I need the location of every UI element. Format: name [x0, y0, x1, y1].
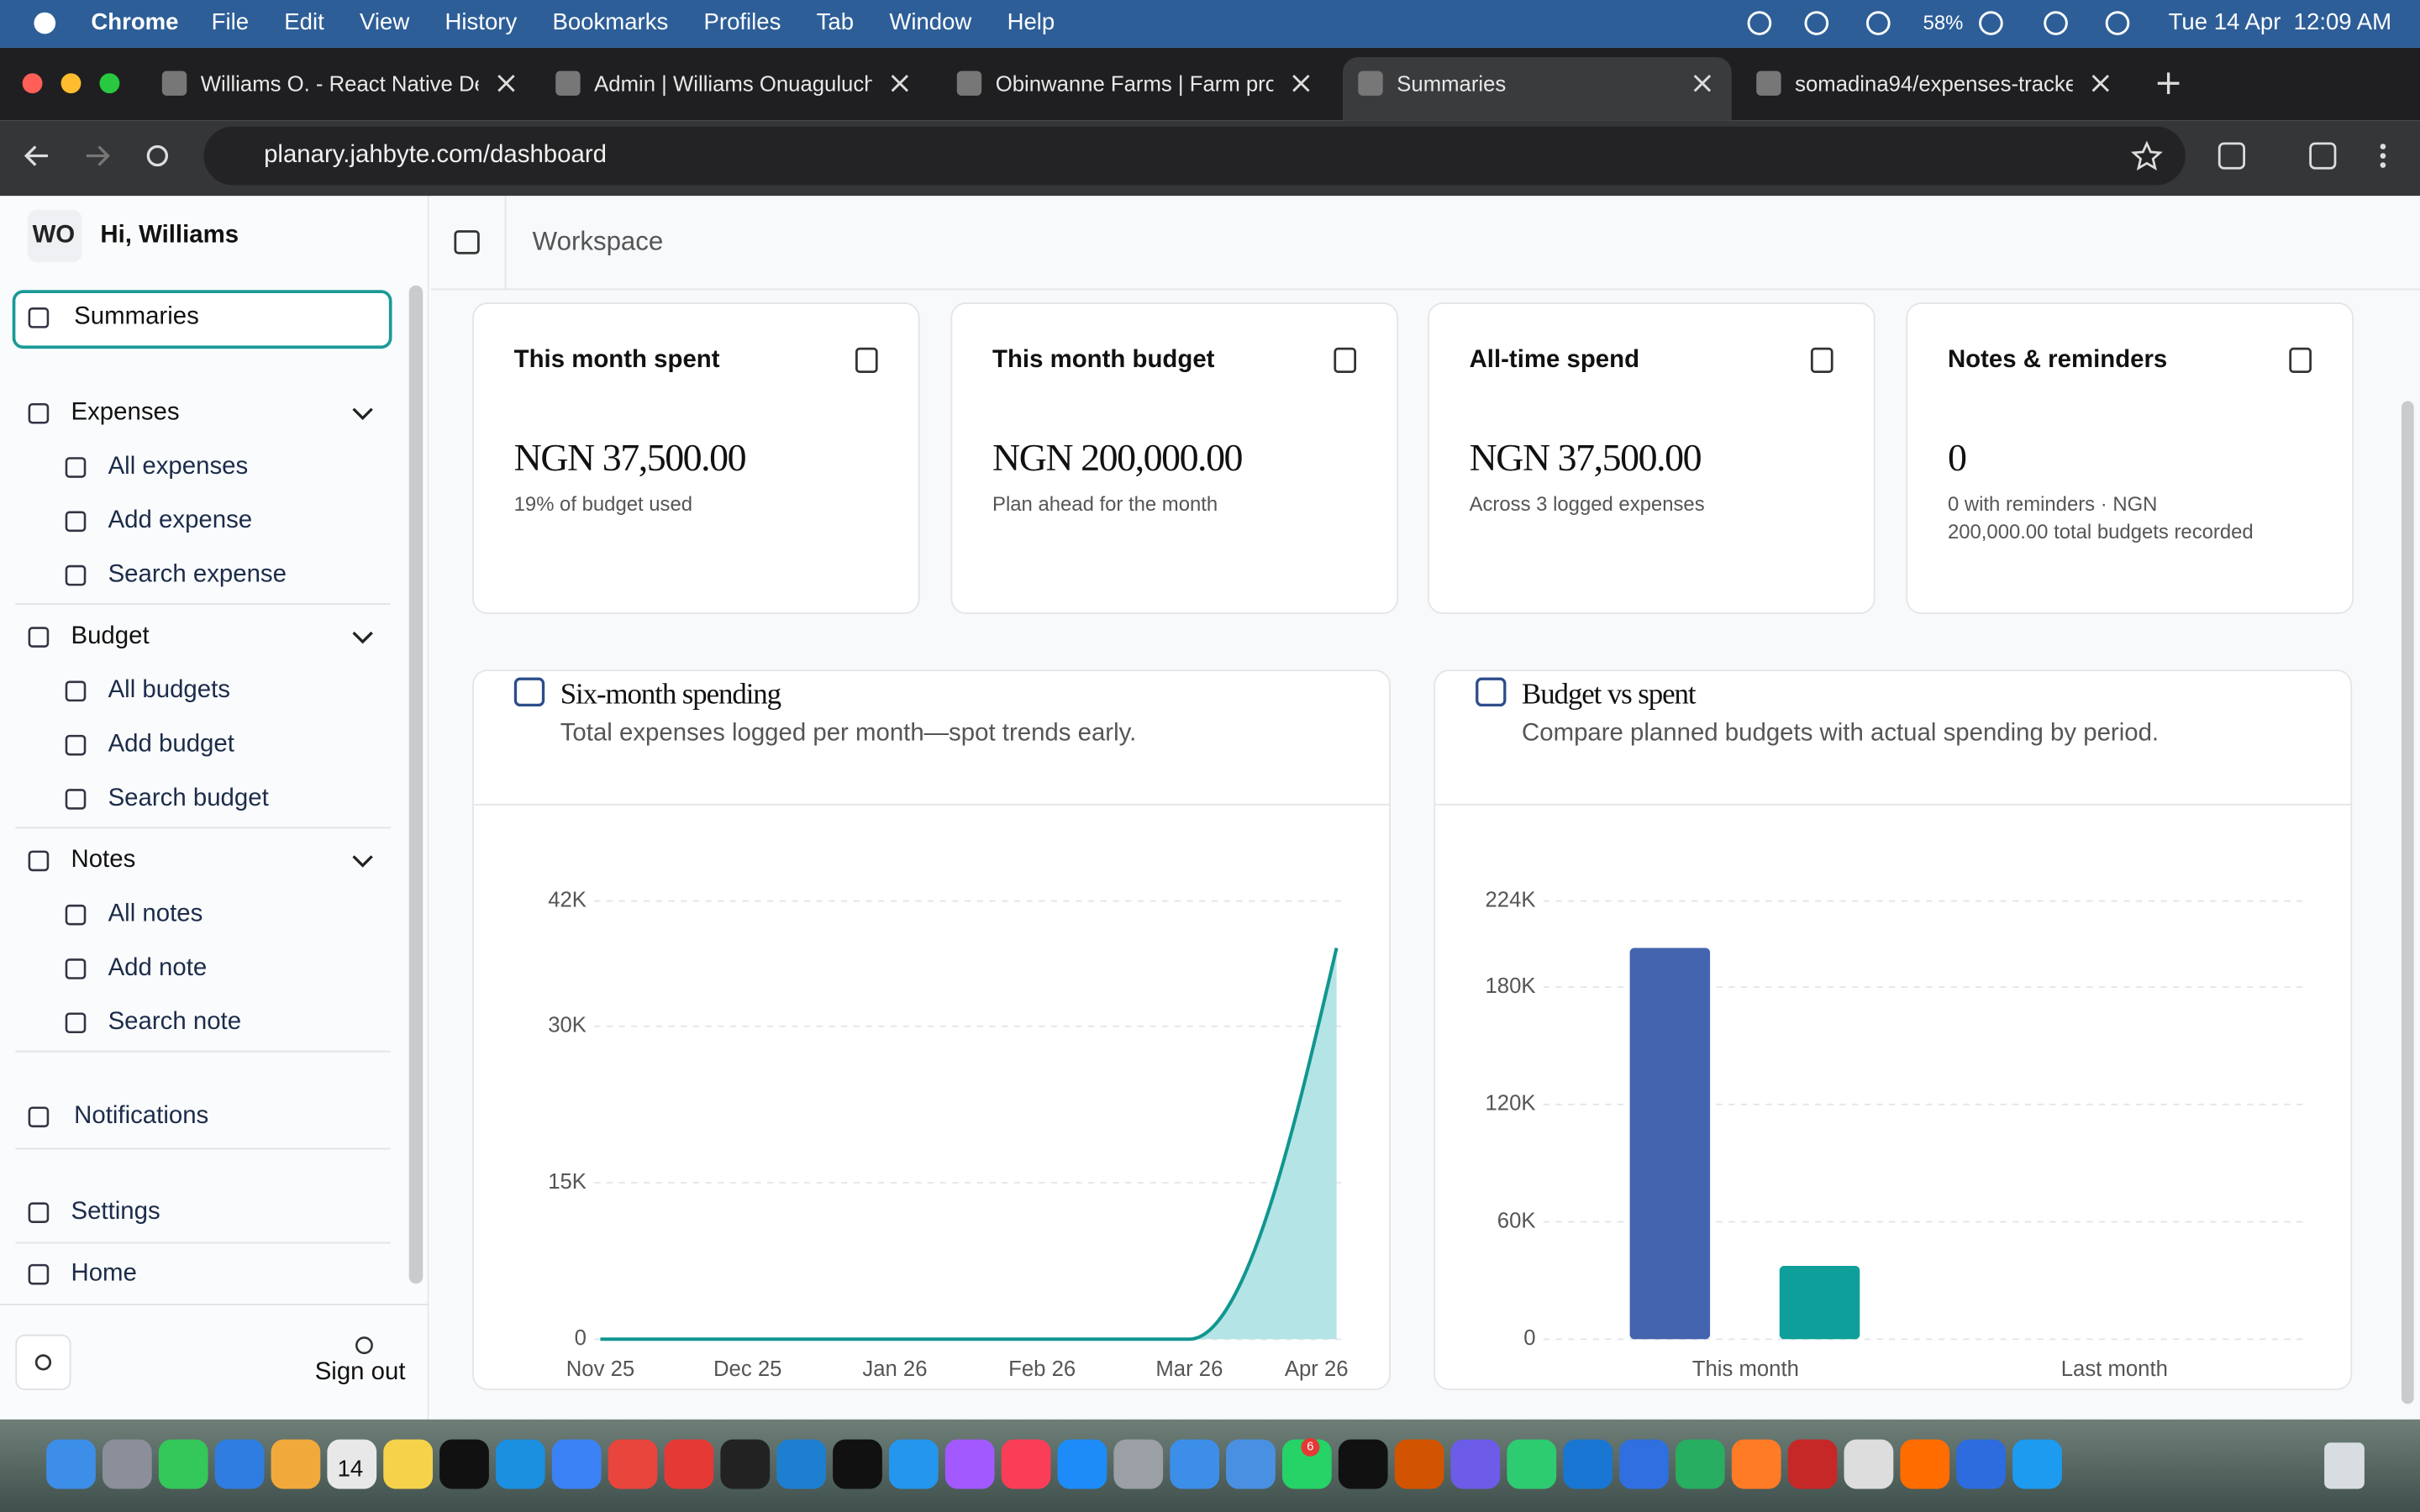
chart-title: Six-month spending	[560, 679, 781, 711]
divider	[15, 1242, 391, 1244]
chart-subtitle: Total expenses logged per month—spot tre…	[560, 720, 1137, 747]
nav-settings[interactable]: Settings	[71, 1199, 160, 1226]
stat-card: This month spent NGN 37,500.00 19% of budg…	[472, 302, 920, 615]
menu-item[interactable]: Profiles	[703, 9, 781, 36]
tab-title: Obinwanne Farms | Farm prod	[995, 71, 1274, 96]
card-title: This month budget	[992, 347, 1215, 374]
card-value: NGN 37,500.00	[1469, 438, 1702, 480]
tab-title: Williams O. - React Native De	[200, 71, 479, 96]
menu-list: File Edit View History Bookmarks Profiles Tab W…	[212, 6, 1055, 39]
card-note: Plan ahead for the month	[992, 491, 1218, 516]
divider	[15, 1147, 391, 1150]
nav-item[interactable]: Search note	[108, 1009, 242, 1036]
divider	[0, 1304, 429, 1305]
nav-group[interactable]: Notes	[71, 847, 136, 874]
header-title: Workspace	[532, 227, 664, 256]
browser-tab[interactable]: Obinwanne Farms | Farm prod	[941, 57, 1330, 120]
nav-item[interactable]: Search budget	[108, 785, 269, 812]
tab-title: somadina94/expenses-tracke	[1795, 71, 2073, 96]
header-bar	[430, 196, 2420, 291]
avatar-initials: WO	[32, 222, 76, 249]
sign-out[interactable]: Sign out	[314, 1359, 406, 1386]
stat-card: Notes & reminders 0 0 with reminders · NGN…	[1906, 302, 2354, 615]
chart-subtitle: Compare planned budgets with actual spen…	[1522, 720, 2160, 747]
card-value: NGN 37,500.00	[513, 438, 747, 480]
menu-item[interactable]: File	[211, 9, 250, 36]
menu-item[interactable]: Window	[889, 9, 972, 36]
address-url[interactable]: planary.jahbyte.com/dashboard	[264, 141, 607, 169]
browser-tab[interactable]: Summaries	[1342, 56, 1732, 121]
nav-item[interactable]: Add budget	[108, 731, 234, 758]
nav-item[interactable]: Add expense	[108, 507, 253, 534]
nav-item[interactable]: All expenses	[108, 454, 249, 480]
card-title: All-time spend	[1469, 347, 1640, 374]
browser-tab[interactable]: somadina94/expenses-tracke	[1741, 57, 2130, 120]
nav-group[interactable]: Budget	[71, 623, 150, 650]
nav-item[interactable]: Add note	[108, 954, 208, 982]
card-note: 0 with reminders · NGN 200,000.00 total …	[1947, 491, 2254, 543]
card-note: Across 3 logged expenses	[1469, 491, 1705, 516]
menu-item[interactable]: Bookmarks	[552, 9, 669, 36]
page-scrollbar	[2401, 401, 2414, 1404]
divider	[15, 827, 391, 829]
sidebar-scrollbar	[408, 285, 424, 1284]
nav-group[interactable]: Expenses	[71, 399, 180, 426]
clock: Tue 14 Apr 12:09 AM	[2168, 9, 2392, 36]
chart-card: Six-month spending Total expenses logged …	[472, 669, 1391, 1390]
nav-home[interactable]: Home	[71, 1260, 137, 1287]
header-divider	[504, 196, 507, 291]
chart-header-divider	[473, 803, 1390, 806]
menu-item[interactable]: Tab	[816, 9, 855, 36]
browser-tab[interactable]: Williams O. - React Native De	[146, 57, 535, 120]
chart-card: Budget vs spent Compare planned budgets w…	[1434, 669, 2353, 1390]
address-box[interactable]	[203, 126, 2186, 186]
nav-item[interactable]: All notes	[108, 900, 203, 927]
nav-notifications[interactable]: Notifications	[74, 1103, 209, 1130]
card-value: NGN 200,000.00	[992, 438, 1244, 480]
divider	[15, 603, 391, 606]
theme-toggle[interactable]	[15, 1334, 71, 1390]
card-value: 0	[1947, 438, 1967, 480]
app-name[interactable]: Chrome	[91, 9, 179, 36]
card-title: Notes & reminders	[1947, 347, 2168, 374]
card-title: This month spent	[513, 347, 720, 374]
stat-card: This month budget NGN 200,000.00 Plan ahea…	[950, 302, 1399, 615]
browser-tab[interactable]: Admin | Williams Onuaguluchi	[540, 57, 929, 120]
nav-item[interactable]: All budgets	[108, 677, 230, 704]
menu-item[interactable]: Edit	[284, 9, 324, 36]
tab-title: Admin | Williams Onuaguluchi	[594, 71, 872, 96]
chart-title: Budget vs spent	[1522, 679, 1697, 711]
card-note: 19% of budget used	[513, 491, 693, 516]
dock	[0, 1419, 2420, 1512]
nav-item[interactable]: Search expense	[108, 561, 287, 588]
menu-item[interactable]: History	[445, 9, 518, 36]
divider	[15, 1050, 391, 1053]
greeting: Hi, Williams	[100, 222, 239, 249]
menu-item[interactable]: View	[360, 9, 410, 36]
menu-item[interactable]: Help	[1007, 9, 1055, 36]
nav-active[interactable]: Summaries	[74, 303, 199, 331]
tab-title: Summaries	[1397, 71, 1507, 96]
active-nav[interactable]	[12, 290, 392, 349]
stat-card: All-time spend NGN 37,500.00 Across 3 logg…	[1427, 302, 1876, 615]
chart-header-divider	[1435, 803, 2351, 806]
avatar	[28, 209, 82, 263]
tab-strip	[0, 47, 2420, 121]
battery-percent: 58%	[1923, 10, 1964, 34]
menu-bar	[0, 0, 2420, 48]
